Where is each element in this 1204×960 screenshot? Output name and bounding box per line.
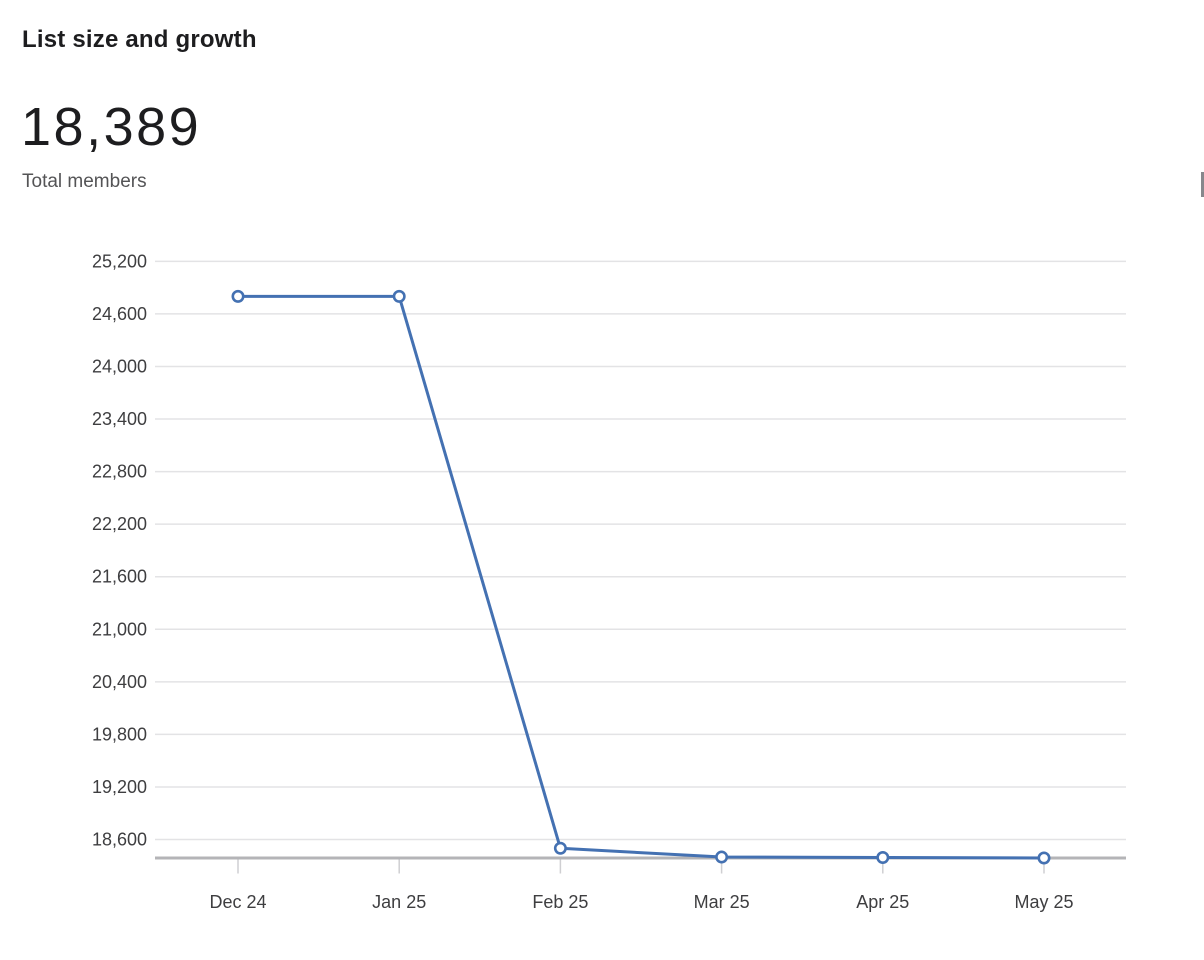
y-axis-tick-label: 19,200 [92, 777, 147, 797]
data-point-marker[interactable] [715, 850, 729, 864]
data-point-marker[interactable] [231, 289, 245, 303]
x-axis-tick-label: Feb 25 [532, 892, 588, 912]
y-axis-tick-label: 20,400 [92, 672, 147, 692]
right-edge-clipped-element [1201, 172, 1204, 197]
x-axis-tick-label: Mar 25 [694, 892, 750, 912]
y-axis-tick-label: 22,800 [92, 462, 147, 482]
y-axis-tick-label: 19,800 [92, 724, 147, 744]
y-axis-tick-label: 21,600 [92, 567, 147, 587]
y-axis-tick-label: 22,200 [92, 514, 147, 534]
x-axis-tick-label: Jan 25 [372, 892, 426, 912]
x-axis-tick-label: Dec 24 [209, 892, 266, 912]
y-axis-tick-label: 24,000 [92, 356, 147, 376]
y-axis-tick-label: 21,000 [92, 619, 147, 639]
total-members-label: Total members [22, 171, 147, 192]
y-axis-tick-label: 24,600 [92, 304, 147, 324]
data-point-marker[interactable] [1037, 851, 1051, 865]
series-line-total-members [236, 294, 1046, 860]
y-axis-tick-label: 23,400 [92, 409, 147, 429]
x-axis-tick-label: Apr 25 [856, 892, 909, 912]
y-axis-tick-label: 25,200 [92, 251, 147, 271]
card-title: List size and growth [22, 26, 257, 53]
x-axis-tick-label: May 25 [1014, 892, 1073, 912]
total-members-value: 18,389 [21, 97, 202, 157]
data-point-marker[interactable] [392, 289, 406, 303]
y-axis-tick-label: 18,600 [92, 830, 147, 850]
data-point-marker[interactable] [876, 850, 890, 864]
data-point-marker[interactable] [553, 841, 567, 855]
